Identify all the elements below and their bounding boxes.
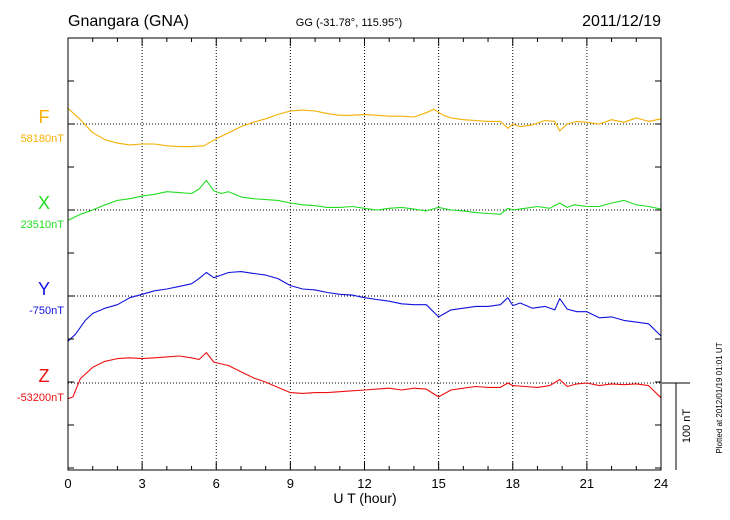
- series-name-f: F: [39, 107, 50, 127]
- scale-bar: 100 nT: [662, 382, 693, 470]
- x-tick-label: 12: [357, 476, 371, 491]
- series-baseline-f: 58180nT: [21, 133, 65, 145]
- grid-layer: [68, 38, 661, 470]
- x-tick-label: 18: [506, 476, 520, 491]
- axes-layer: 0 3 6 9 12 15 18 21 24: [64, 37, 668, 491]
- series-baseline-y: -750nT: [29, 305, 64, 317]
- plotted-timestamp: Plotted at 2012/01/19 01:01 UT: [715, 342, 724, 453]
- series-labels-layer: F 58180nT X 23510nT Y -750nT Z -53200nT: [17, 107, 64, 404]
- station-coordinates: GG (-31.78°, 115.95°): [296, 17, 402, 29]
- series-name-z: Z: [39, 366, 50, 386]
- series-name-x: X: [38, 193, 50, 213]
- series-baseline-x: 23510nT: [21, 219, 65, 231]
- x-tick-label: 24: [654, 476, 668, 491]
- series-line-x: [67, 179, 662, 221]
- series-layer: [67, 107, 662, 400]
- series-baseline-z: -53200nT: [17, 392, 64, 404]
- scale-bar-label: 100 nT: [681, 409, 693, 444]
- observation-date: 2011/12/19: [582, 13, 661, 30]
- x-tick-label: 6: [213, 476, 220, 491]
- x-tick-label: 21: [580, 476, 594, 491]
- series-line-z: [67, 352, 662, 400]
- x-tick-label: 9: [287, 476, 294, 491]
- series-name-y: Y: [38, 279, 50, 299]
- series-line-f: [67, 107, 662, 148]
- x-tick-label: 15: [431, 476, 445, 491]
- x-tick-label: 0: [64, 476, 71, 491]
- series-line-y: [67, 271, 662, 342]
- x-axis-label: U T (hour): [333, 490, 396, 506]
- station-title: Gnangara (GNA): [68, 13, 189, 30]
- x-tick-label: 3: [139, 476, 146, 491]
